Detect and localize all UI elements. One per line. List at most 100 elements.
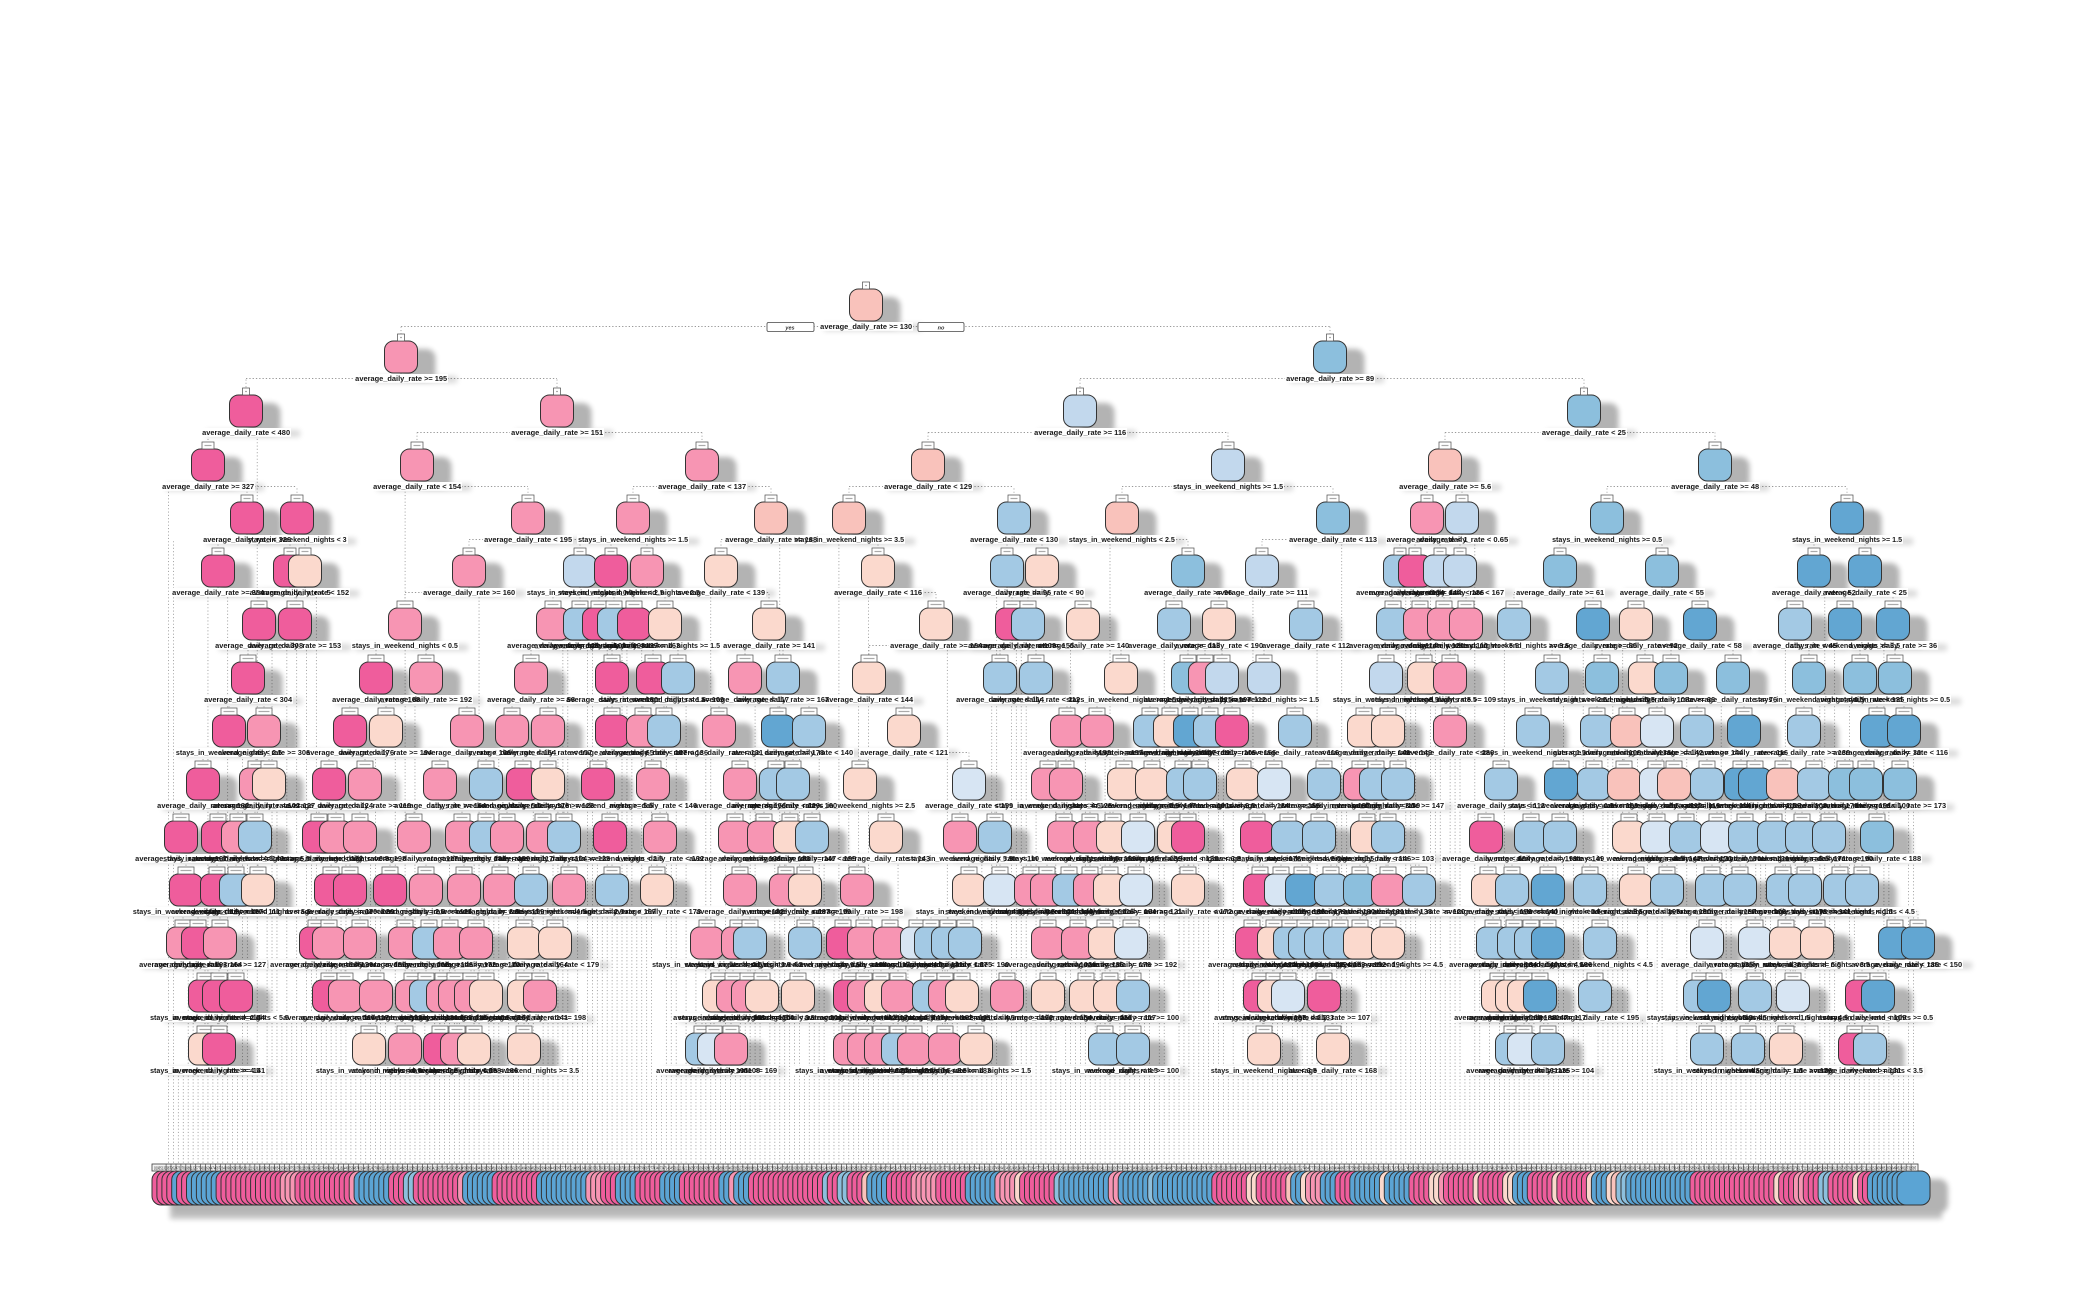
svg-text:average_daily_rate < 143: average_daily_rate < 143 — [842, 855, 930, 863]
svg-text:average_daily_rate >= 141: average_daily_rate >= 141 — [871, 961, 963, 969]
svg-text:average_daily_rate < 156: average_daily_rate < 156 — [1188, 749, 1276, 757]
svg-text:stays_in_weekend_nights >= 3.5: stays_in_weekend_nights >= 3.5 — [409, 908, 519, 916]
svg-text:stays_in_weekend_nights < 3.5: stays_in_weekend_nights < 3.5 — [861, 1067, 967, 1075]
svg-text:average_daily_rate < 124: average_daily_rate < 124 — [285, 802, 373, 810]
svg-text:average_daily_rate < 102: average_daily_rate < 102 — [1004, 961, 1092, 969]
svg-text:average_daily_rate >= 89: average_daily_rate >= 89 — [1286, 375, 1374, 383]
svg-text:average_daily_rate >= 105: average_daily_rate >= 105 — [1164, 749, 1256, 757]
svg-text:average_daily_rate < 161: average_daily_rate < 161 — [442, 1014, 530, 1022]
svg-text:average_daily_rate >= 144: average_daily_rate >= 144 — [1001, 908, 1093, 916]
svg-text:average_daily_rate >= 150: average_daily_rate >= 150 — [566, 696, 658, 704]
svg-text:average_daily_rate >= 66: average_daily_rate >= 66 — [1627, 696, 1715, 704]
svg-text:average_daily_rate < 111: average_daily_rate < 111 — [192, 908, 280, 916]
svg-text:average_daily_rate >= 176: average_daily_rate >= 176 — [1059, 961, 1151, 969]
svg-text:stays_in_weekend_nights < 4.5: stays_in_weekend_nights < 4.5 — [697, 961, 803, 969]
svg-text:average_daily_rate >= 195: average_daily_rate >= 195 — [355, 375, 447, 383]
svg-text:average_daily_rate < 130: average_daily_rate < 130 — [970, 536, 1058, 544]
svg-text:stays_in_weekend_nights >= 1.5: stays_in_weekend_nights >= 1.5 — [1066, 696, 1176, 704]
svg-text:average_daily_rate >= 107: average_daily_rate >= 107 — [1278, 1014, 1370, 1022]
svg-text:average_daily_rate < 114: average_daily_rate < 114 — [1349, 642, 1437, 650]
svg-text:average_daily_rate < 140: average_daily_rate < 140 — [1470, 961, 1558, 969]
svg-text:average_daily_rate >= 58: average_daily_rate >= 58 — [487, 696, 575, 704]
svg-text:average_daily_rate >= 124: average_daily_rate >= 124 — [1259, 961, 1351, 969]
svg-text:average_daily_rate >= 128: average_daily_rate >= 128 — [507, 642, 599, 650]
svg-text:average_daily_rate < 150: average_daily_rate < 150 — [1874, 961, 1962, 969]
svg-text:average_daily_rate >= 147: average_daily_rate >= 147 — [744, 855, 836, 863]
svg-text:average_daily_rate >= 194: average_daily_rate >= 194 — [340, 749, 432, 757]
svg-text:average_daily_rate < 130: average_daily_rate < 130 — [1623, 908, 1711, 916]
svg-text:average_daily_rate < 132: average_daily_rate < 132 — [275, 855, 363, 863]
svg-text:average_daily_rate < 167: average_daily_rate < 167 — [1416, 589, 1504, 597]
svg-text:stays_in_weekend_nights >= 3.5: stays_in_weekend_nights >= 3.5 — [1459, 642, 1569, 650]
svg-text:average_daily_rate >= 173: average_daily_rate >= 173 — [1640, 855, 1732, 863]
svg-text:stays_in_weekend_nights >= 2.5: stays_in_weekend_nights >= 2.5 — [1145, 802, 1255, 810]
svg-text:average_daily_rate >= 173: average_daily_rate >= 173 — [1854, 802, 1946, 810]
svg-text:average_daily_rate < 171: average_daily_rate < 171 — [1758, 855, 1846, 863]
svg-text:average_daily_rate < 136: average_daily_rate < 136 — [1583, 749, 1671, 757]
svg-text:average_daily_rate >= 157: average_daily_rate >= 157 — [1051, 749, 1143, 757]
svg-text:average_daily_rate < 112: average_daily_rate < 112 — [1262, 642, 1350, 650]
svg-text:average_daily_rate < 108: average_daily_rate < 108 — [1601, 696, 1689, 704]
svg-text:average_daily_rate < 121: average_daily_rate < 121 — [860, 749, 948, 757]
svg-text:average_daily_rate < 149: average_daily_rate < 149 — [1516, 855, 1604, 863]
svg-text:stays_in_weekend_nights < 5.5: stays_in_weekend_nights < 5.5 — [1413, 642, 1519, 650]
svg-text:stays_in_weekend_nights < 3.5: stays_in_weekend_nights < 3.5 — [1817, 1067, 1923, 1075]
svg-text:average_daily_rate >= 152: average_daily_rate >= 152 — [1294, 961, 1386, 969]
svg-text:stays_in_weekend_nights >= 4.5: stays_in_weekend_nights >= 4.5 — [476, 908, 586, 916]
svg-text:stays_in_weekend_nights < 5.5: stays_in_weekend_nights < 5.5 — [1371, 696, 1477, 704]
svg-text:average_daily_rate < 308: average_daily_rate < 308 — [215, 642, 303, 650]
svg-text:average_daily_rate < 180: average_daily_rate < 180 — [1287, 908, 1375, 916]
svg-text:average_daily_rate >= 197: average_daily_rate >= 197 — [1159, 696, 1251, 704]
svg-text:stays_in_weekend_nights < 4.5: stays_in_weekend_nights < 4.5 — [1052, 1067, 1158, 1075]
svg-text:average_daily_rate < 154: average_daily_rate < 154 — [1004, 1014, 1092, 1022]
svg-text:stays_in_weekend_nights >= 3.5: stays_in_weekend_nights >= 3.5 — [1790, 642, 1900, 650]
svg-text:average_daily_rate >= 110: average_daily_rate >= 110 — [1610, 802, 1702, 810]
svg-text:average_daily_rate >= 104: average_daily_rate >= 104 — [1502, 1067, 1594, 1075]
svg-text:average_daily_rate >= 192: average_daily_rate >= 192 — [1085, 961, 1177, 969]
svg-text:average_daily_rate < 182: average_daily_rate < 182 — [418, 855, 506, 863]
svg-text:average_daily_rate >= 192: average_daily_rate >= 192 — [380, 696, 472, 704]
svg-text:average_daily_rate >= 100: average_daily_rate >= 100 — [1087, 1014, 1179, 1022]
svg-text:average_daily_rate >= 153: average_daily_rate >= 153 — [1032, 961, 1124, 969]
svg-text:stays_in_weekend_nights >= 2.5: stays_in_weekend_nights >= 2.5 — [1686, 802, 1796, 810]
svg-text:average_daily_rate >= 191: average_daily_rate >= 191 — [1799, 802, 1891, 810]
svg-text:stays_in_weekend_nights < 1.5: stays_in_weekend_nights < 1.5 — [1787, 908, 1893, 916]
svg-text:average_daily_rate < 104: average_daily_rate < 104 — [1442, 855, 1530, 863]
svg-text:stays_in_weekend_nights < 0.5: stays_in_weekend_nights < 0.5 — [1016, 908, 1122, 916]
svg-text:average_daily_rate < 147: average_daily_rate < 147 — [1613, 855, 1701, 863]
svg-text:average_daily_rate >= 85: average_daily_rate >= 85 — [1549, 642, 1637, 650]
svg-text:average_daily_rate < 125: average_daily_rate < 125 — [1144, 696, 1232, 704]
svg-text:average_daily_rate >= 164: average_daily_rate >= 164 — [890, 642, 982, 650]
svg-text:average_daily_rate >= 131: average_daily_rate >= 131 — [1809, 1067, 1901, 1075]
svg-text:average_daily_rate >= 183: average_daily_rate >= 183 — [899, 1067, 991, 1075]
svg-text:average_daily_rate < 113: average_daily_rate < 113 — [1289, 536, 1377, 544]
svg-text:average_daily_rate < 65: average_daily_rate < 65 — [570, 749, 654, 757]
svg-text:average_daily_rate >= 142: average_daily_rate >= 142 — [852, 1014, 944, 1022]
svg-text:average_daily_rate < 186: average_daily_rate < 186 — [430, 1067, 518, 1075]
svg-text:average_daily_rate >= 113: average_daily_rate >= 113 — [1128, 642, 1220, 650]
svg-text:average_daily_rate >= 155: average_daily_rate >= 155 — [1228, 802, 1320, 810]
svg-text:average_daily_rate < 188: average_daily_rate < 188 — [1468, 1014, 1556, 1022]
svg-text:stays_in_weekend_nights >= 5.5: stays_in_weekend_nights >= 5.5 — [1719, 855, 1829, 863]
svg-text:average_daily_rate >= 104: average_daily_rate >= 104 — [702, 1014, 794, 1022]
svg-text:stays_in_weekend_nights < 4.5: stays_in_weekend_nights < 4.5 — [1809, 908, 1915, 916]
svg-text:average_daily_rate >= 144: average_daily_rate >= 144 — [1369, 589, 1461, 597]
svg-text:average_daily_rate < 90: average_daily_rate < 90 — [1000, 589, 1084, 597]
svg-text:average_daily_rate < 109: average_daily_rate < 109 — [968, 642, 1056, 650]
svg-text:average_daily_rate < 118: average_daily_rate < 118 — [1230, 961, 1318, 969]
svg-text:average_daily_rate >= 139: average_daily_rate >= 139 — [1758, 749, 1850, 757]
svg-text:stays_in_weekend_nights < 4.5: stays_in_weekend_nights < 4.5 — [837, 961, 943, 969]
svg-text:average_daily_rate >= 140: average_daily_rate >= 140 — [1466, 908, 1558, 916]
svg-text:stays_in_weekend_nights < 0.5: stays_in_weekend_nights < 0.5 — [352, 1067, 458, 1075]
svg-text:average_daily_rate < 164: average_daily_rate < 164 — [480, 961, 568, 969]
svg-text:average_daily_rate < 112: average_daily_rate < 112 — [1178, 696, 1266, 704]
svg-text:average_daily_rate < 110: average_daily_rate < 110 — [1400, 642, 1488, 650]
svg-text:average_daily_rate >= 176: average_daily_rate >= 176 — [1740, 1067, 1832, 1075]
svg-text:average_daily_rate < 168: average_daily_rate < 168 — [1289, 1067, 1377, 1075]
svg-text:average_daily_rate >= 101: average_daily_rate >= 101 — [899, 1014, 991, 1022]
svg-text:average_daily_rate < 108: average_daily_rate < 108 — [1553, 749, 1641, 757]
svg-text:stays_in_weekend_nights >= 3.5: stays_in_weekend_nights >= 3.5 — [1009, 855, 1119, 863]
svg-text:average_daily_rate >= 140: average_daily_rate >= 140 — [1037, 642, 1129, 650]
svg-text:average_daily_rate < 179: average_daily_rate < 179 — [511, 961, 599, 969]
svg-text:average_daily_rate >= 135: average_daily_rate >= 135 — [1661, 961, 1753, 969]
